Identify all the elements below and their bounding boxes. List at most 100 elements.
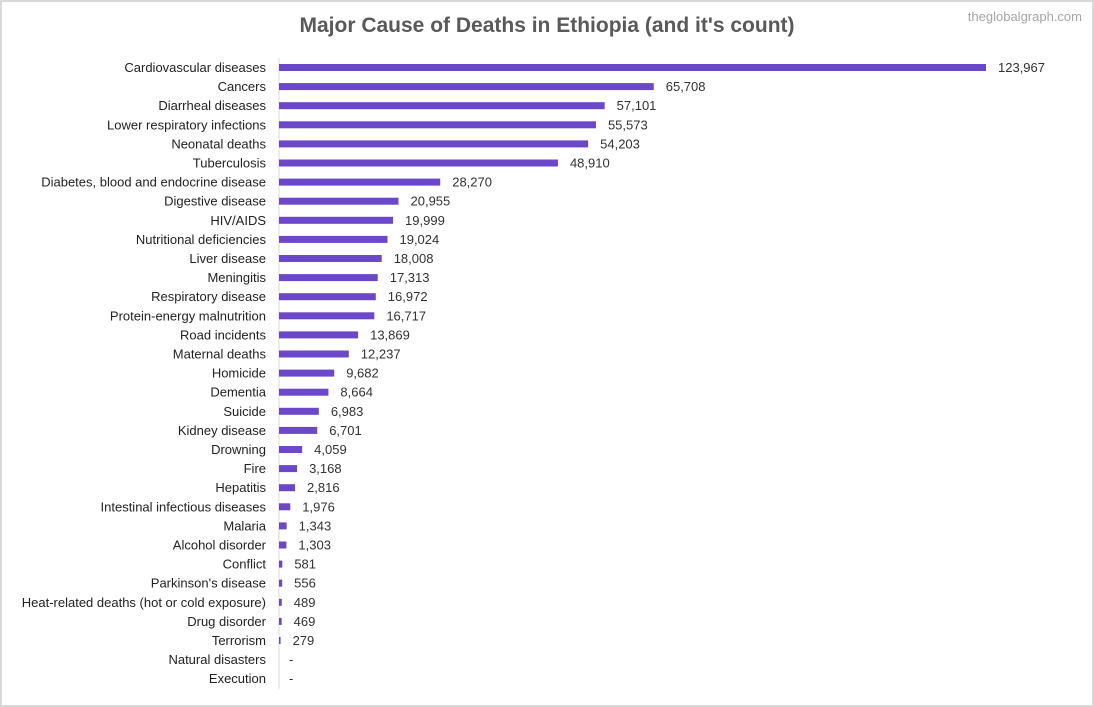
bars-group	[279, 64, 986, 644]
category-label: Cardiovascular diseases	[124, 60, 266, 75]
category-label: Dementia	[210, 385, 266, 400]
bar	[279, 331, 359, 339]
bar	[279, 178, 441, 186]
bar	[279, 484, 296, 492]
data-label: 3,168	[309, 461, 342, 476]
category-label: Diarrheal diseases	[158, 98, 266, 113]
data-label: 123,967	[998, 60, 1045, 75]
category-label: Neonatal deaths	[171, 136, 266, 151]
category-labels-group: Cardiovascular diseases Cancers Diarrheal …	[22, 60, 267, 686]
bar	[279, 637, 281, 644]
data-label: 18,008	[394, 251, 434, 266]
bar	[279, 407, 319, 415]
bar	[279, 579, 283, 587]
category-label: Intestinal infectious diseases	[101, 499, 267, 514]
data-label: 556	[294, 576, 316, 591]
chart-title: Major Cause of Deaths in Ethiopia (and i…	[299, 14, 795, 37]
data-label: -	[289, 652, 293, 667]
bar	[279, 274, 378, 282]
category-label: Fire	[244, 461, 266, 476]
category-label: Parkinson's disease	[151, 576, 266, 591]
data-label: 469	[294, 614, 316, 629]
bar	[279, 197, 399, 205]
category-label: Malaria	[223, 518, 266, 533]
category-label: Execution	[209, 671, 266, 686]
category-label: Drug disorder	[187, 614, 266, 629]
data-label: 8,664	[340, 385, 373, 400]
data-label: 4,059	[314, 442, 347, 457]
bar	[279, 312, 375, 320]
data-label: 2,816	[307, 480, 340, 495]
data-label: 28,270	[452, 175, 492, 190]
category-label: Natural disasters	[168, 652, 266, 667]
category-label: Diabetes, blood and endocrine disease	[41, 175, 266, 190]
data-label: 12,237	[361, 347, 401, 362]
bar	[279, 465, 298, 473]
bar	[279, 446, 303, 453]
category-label: Respiratory disease	[151, 289, 266, 304]
category-label: Liver disease	[189, 251, 266, 266]
data-label: 1,303	[298, 538, 331, 553]
data-label: 19,024	[399, 232, 439, 247]
category-label: HIV/AIDS	[210, 213, 266, 228]
data-label: 19,999	[405, 213, 445, 228]
bar	[279, 216, 394, 224]
watermark: theglobalgraph.com	[967, 9, 1082, 24]
category-label: Homicide	[212, 366, 266, 381]
category-label: Road incidents	[180, 327, 266, 342]
bar	[279, 617, 282, 625]
category-label: Hepatitis	[215, 480, 266, 495]
data-label: 6,983	[331, 404, 364, 419]
data-label: 16,717	[386, 308, 426, 323]
bar	[279, 83, 654, 91]
bar	[279, 350, 349, 358]
category-label: Conflict	[223, 557, 267, 572]
bar	[279, 560, 283, 568]
data-label: 54,203	[600, 136, 640, 151]
bar	[279, 426, 318, 434]
category-label: Suicide	[223, 404, 266, 419]
category-label: Nutritional deficiencies	[136, 232, 267, 247]
data-label: 16,972	[388, 289, 428, 304]
data-label: 65,708	[666, 79, 706, 94]
category-label: Tuberculosis	[193, 156, 267, 171]
data-label: 489	[294, 595, 316, 610]
category-label: Maternal deaths	[173, 347, 267, 362]
bar	[279, 159, 558, 167]
bar	[279, 255, 382, 262]
category-label: Heat-related deaths (hot or cold exposur…	[22, 595, 266, 610]
bar	[279, 235, 388, 243]
category-label: Lower respiratory infections	[107, 117, 266, 132]
data-label: 17,313	[390, 270, 430, 285]
bar	[279, 598, 282, 606]
data-label: 48,910	[570, 156, 610, 171]
category-label: Terrorism	[212, 633, 266, 648]
data-label: -	[289, 671, 293, 686]
category-label: Alcohol disorder	[173, 538, 267, 553]
bar	[279, 541, 287, 549]
bar	[279, 64, 986, 71]
data-label: 13,869	[370, 327, 410, 342]
category-label: Digestive disease	[164, 194, 266, 209]
data-label: 1,343	[299, 518, 332, 533]
data-label: 279	[293, 633, 315, 648]
bar	[279, 102, 605, 110]
data-label: 581	[294, 557, 316, 572]
data-label: 6,701	[329, 423, 362, 438]
category-label: Meningitis	[207, 270, 266, 285]
bar	[279, 369, 335, 377]
value-labels-group: 123,967 65,708 57,101 55,573 54,203 48,910 28,…	[289, 60, 1045, 686]
category-label: Protein-energy malnutrition	[110, 308, 266, 323]
data-label: 57,101	[617, 98, 657, 113]
bar	[279, 140, 589, 148]
category-label: Drowning	[211, 442, 266, 457]
bar	[279, 522, 287, 530]
data-label: 20,955	[411, 194, 451, 209]
data-label: 9,682	[346, 366, 379, 381]
bar	[279, 388, 329, 396]
bar	[279, 293, 376, 301]
data-label: 1,976	[302, 499, 335, 514]
category-label: Kidney disease	[178, 423, 266, 438]
